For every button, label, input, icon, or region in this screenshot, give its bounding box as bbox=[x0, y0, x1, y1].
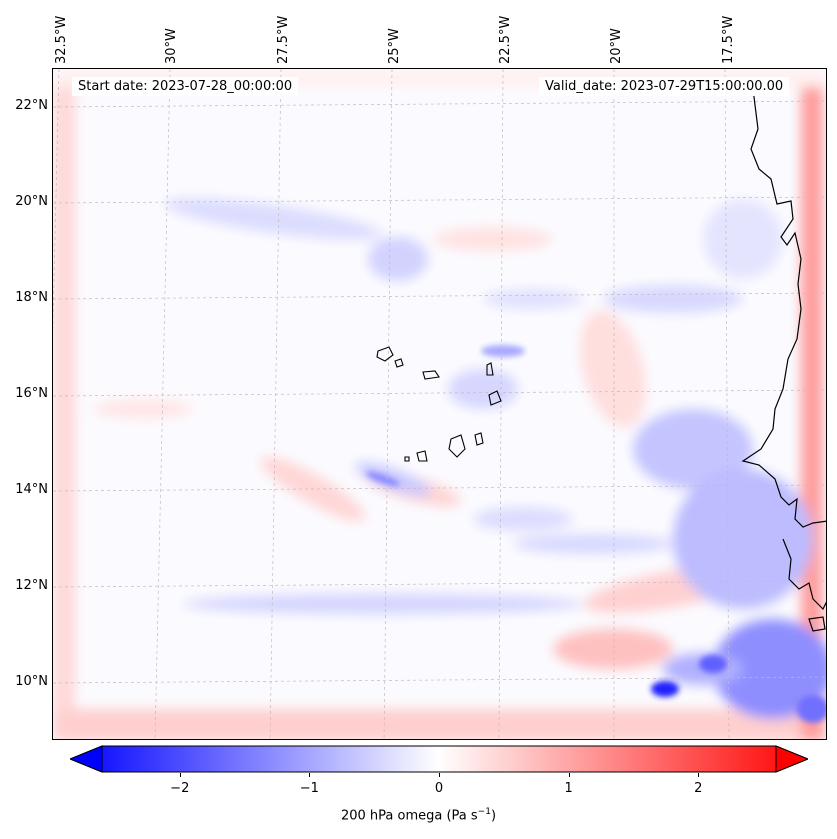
colorbar bbox=[70, 745, 808, 773]
bijagos-islands bbox=[808, 616, 826, 632]
colorbar-tick-label: −2 bbox=[170, 781, 190, 796]
guinea-coast bbox=[782, 538, 826, 611]
african-coast bbox=[741, 88, 826, 528]
south-boundary-band bbox=[53, 709, 826, 739]
lat-label-20n: 20°N bbox=[15, 194, 48, 209]
cape-verde-islands bbox=[376, 346, 502, 462]
colorbar-tickmark bbox=[569, 773, 570, 777]
colorbar-tickmark bbox=[309, 773, 310, 777]
colorbar-tickmark bbox=[698, 773, 699, 777]
lon-label-25w: 25°W bbox=[387, 28, 402, 64]
fogo bbox=[416, 450, 428, 462]
sal bbox=[486, 362, 494, 376]
colorbar-min-extend bbox=[70, 745, 103, 773]
strong-cells bbox=[366, 345, 826, 723]
east-boundary-band bbox=[801, 69, 823, 739]
lat-label-16n: 16°N bbox=[15, 386, 48, 401]
valid-date-label: Valid_date: 2023-07-29T15:00:00.00 bbox=[539, 77, 790, 96]
lat-label-22n: 22°N bbox=[15, 98, 48, 113]
lon-label-30w: 30°W bbox=[164, 28, 179, 64]
omega-field-map bbox=[53, 69, 826, 739]
maio bbox=[474, 432, 484, 446]
santiago bbox=[448, 434, 466, 458]
lon-label-20w: 20°W bbox=[609, 28, 624, 64]
colorbar-tick-label: 2 bbox=[694, 781, 703, 796]
lat-label-12n: 12°N bbox=[15, 578, 48, 593]
colorbar-tick-label: 0 bbox=[434, 781, 444, 796]
lon-label-22-5w: 22.5°W bbox=[498, 15, 513, 64]
colorbar-tickmark bbox=[439, 773, 440, 777]
west-boundary-band bbox=[53, 69, 75, 739]
coastline bbox=[741, 88, 826, 632]
colorbar-bar bbox=[70, 745, 808, 773]
lat-label-14n: 14°N bbox=[15, 482, 48, 497]
colorbar-label: 200 hPa omega (Pa s−1) bbox=[340, 807, 497, 824]
lat-label-10n: 10°N bbox=[15, 674, 48, 689]
omega-anomalies bbox=[53, 69, 826, 739]
map-panel[interactable] bbox=[52, 68, 827, 740]
boa-vista bbox=[488, 390, 502, 406]
start-date-label: Start date: 2023-07-28_00:00:00 bbox=[72, 77, 299, 96]
santo-antao bbox=[376, 346, 394, 362]
colorbar-max-extend bbox=[775, 745, 808, 773]
colorbar-tick-label: −1 bbox=[299, 781, 319, 796]
lon-label-27-5w: 27.5°W bbox=[276, 15, 291, 64]
sao-nicolau bbox=[422, 370, 440, 380]
sao-vicente bbox=[394, 358, 404, 368]
colorbar-tickmark bbox=[180, 773, 181, 777]
lon-label-32-5w: 32.5°W bbox=[54, 15, 69, 64]
lat-label-18n: 18°N bbox=[15, 290, 48, 305]
lon-label-17-5w: 17.5°W bbox=[721, 15, 736, 64]
brava bbox=[404, 456, 410, 462]
colorbar-tick-label: 1 bbox=[564, 781, 573, 796]
graticule bbox=[53, 69, 826, 739]
